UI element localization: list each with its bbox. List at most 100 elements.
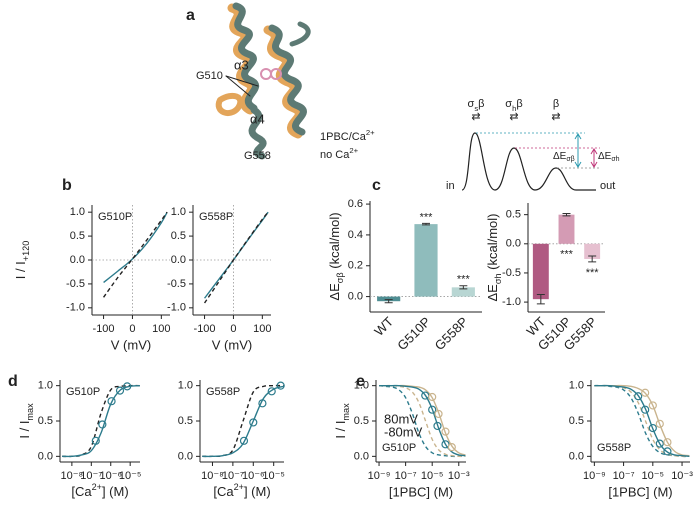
data-point [648, 401, 657, 410]
script-text: 2+ [349, 146, 358, 155]
data-point [663, 438, 672, 447]
x-tick-label: 10⁻⁷ [222, 470, 244, 482]
data-point [123, 382, 132, 391]
x-tick-label: 10⁻³ [671, 470, 693, 482]
script-text: max [341, 403, 351, 421]
y-tick-label: 0.5 [569, 415, 584, 427]
panel-label: b [62, 177, 72, 194]
bar [377, 296, 401, 302]
helix-label: α3 [234, 57, 249, 72]
transition-arrow: ⇄ [551, 111, 560, 123]
transition-arrow: ⇄ [471, 111, 480, 123]
x-tick-label: -100 [93, 323, 115, 335]
panel-label: d [8, 373, 18, 390]
x-tick-label: 10⁻³ [448, 470, 470, 482]
script-text: 2+ [366, 128, 375, 137]
y-tick-label: 0.0 [569, 450, 584, 462]
y-axis-label: ΔEσβ (kcal/mol) [327, 212, 345, 300]
y-tick-label: 0.4 [348, 229, 363, 241]
y-tick-label: -1.0 [66, 302, 85, 314]
state-label: β [553, 98, 559, 110]
x-tick-label: G558P [432, 314, 471, 353]
y-tick-label: -0.5 [502, 267, 521, 279]
x-tick-label: 10⁻⁷ [395, 470, 417, 482]
protein-structure [215, 2, 311, 160]
script-text: +120 [21, 241, 31, 261]
y-tick-label: 0.5 [171, 230, 186, 242]
x-tick-label: 100 [253, 323, 271, 335]
x-axis-label: V (mV) [212, 337, 252, 352]
text-part: I / I [17, 421, 32, 439]
data-point [441, 427, 450, 436]
data-point [434, 409, 443, 419]
y-tick-label: 0.6 [348, 198, 363, 210]
data-point [655, 419, 664, 428]
y-tick-label: 0.5 [70, 230, 85, 242]
data-line [379, 384, 466, 458]
x-tick-label: -100 [194, 323, 216, 335]
y-tick-label: 0.5 [178, 415, 193, 427]
data-point [258, 399, 267, 408]
x-tick-label: 10⁻⁸ [61, 470, 84, 482]
x-axis-label: V (mV) [111, 337, 151, 352]
energy-label: ΔEσh [598, 151, 620, 164]
text-part: no Ca [320, 149, 350, 161]
script-text: h [512, 104, 516, 113]
text-part: [Ca [71, 484, 92, 499]
text-part: ] (M) [244, 484, 271, 499]
text-part: (kcal/mol) [485, 214, 500, 274]
residue-label: G510 [196, 70, 223, 82]
chart-title: G558P [597, 442, 631, 454]
data-point [115, 386, 125, 395]
y-axis-label: I / I+120 [13, 241, 31, 280]
text-part: ΔE [553, 151, 567, 162]
script-text: σh [493, 273, 503, 284]
structure-legend: no Ca2+ [320, 146, 359, 161]
y-tick-label: 0.5 [38, 415, 53, 427]
script-text: max [25, 403, 35, 421]
data-point [267, 387, 276, 396]
error-bar [536, 294, 545, 305]
data-point [634, 392, 643, 401]
y-tick-label: 0.0 [38, 450, 53, 462]
y-tick-label: 0.2 [348, 260, 363, 272]
y-axis-label: ΔEσh (kcal/mol) [485, 214, 503, 302]
text-part: β [553, 98, 559, 110]
significance: *** [457, 274, 471, 286]
text-part: ] (M) [102, 484, 129, 499]
x-tick-label: 10⁻⁵ [642, 470, 665, 482]
script-text: 2+ [92, 482, 102, 492]
bar [584, 243, 601, 259]
side-label: out [600, 180, 615, 192]
chart-title: G558P [199, 211, 233, 223]
x-axis-label: [1PBC] (M) [608, 484, 672, 499]
y-tick-label: -0.5 [66, 278, 85, 290]
x-tick-label: 10⁻⁵ [119, 470, 142, 482]
chart-title: G510P [66, 386, 100, 398]
error-bar [459, 285, 468, 290]
script-text: σβ [566, 156, 574, 163]
y-tick-label: 0.0 [348, 290, 363, 302]
x-tick-label: 10⁻⁷ [80, 470, 102, 482]
y-tick-label: -0.5 [167, 278, 186, 290]
script-text: s [474, 104, 478, 113]
bar [414, 224, 438, 297]
chart-title: G558P [206, 386, 240, 398]
x-axis-label: [1PBC] (M) [389, 484, 453, 499]
bar [451, 287, 475, 297]
data-point [428, 405, 437, 414]
data-line [378, 384, 466, 458]
x-tick-label: 0 [230, 323, 236, 335]
y-tick-label: 0.0 [70, 254, 85, 266]
y-axis-label: I / Imax [17, 403, 35, 439]
data-line [62, 384, 140, 458]
data-line [594, 384, 690, 458]
data-point [447, 443, 456, 452]
y-tick-label: 0.0 [354, 450, 369, 462]
side-label: in [446, 180, 455, 192]
chart-title: G510P [382, 442, 416, 454]
text-part: ΔE [485, 284, 500, 302]
x-axis-label: [Ca2+] (M) [213, 482, 270, 499]
chart-title: G510P [98, 211, 132, 223]
data-line [379, 384, 466, 457]
